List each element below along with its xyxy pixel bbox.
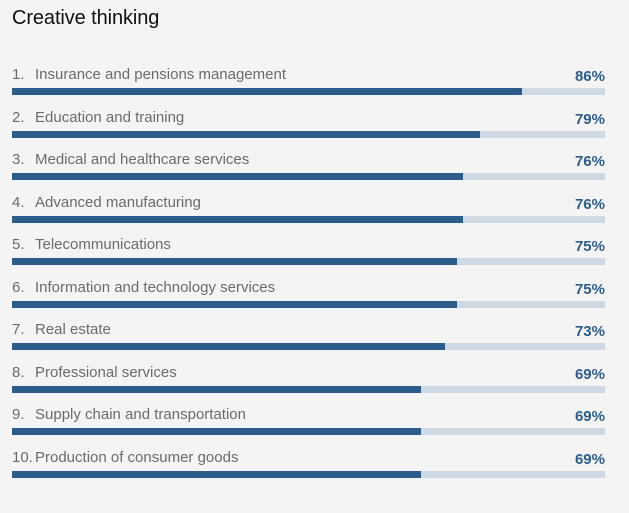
- bar-row: 1. Insurance and pensions management 86%: [12, 64, 605, 107]
- category-name: Professional services: [35, 363, 177, 381]
- rank-number: 9.: [12, 406, 25, 423]
- bar-track: [12, 428, 605, 435]
- category-name: Production of consumer goods: [35, 448, 239, 466]
- bar-track: [12, 470, 605, 478]
- rank-number: 10.: [12, 448, 33, 466]
- value-label: 79%: [574, 110, 605, 128]
- category-label: 7. Real estate: [12, 321, 111, 338]
- rank-number: 2.: [12, 108, 25, 126]
- bar-row: 6. Information and technology services 75%: [12, 277, 605, 320]
- bar-fill: [12, 428, 422, 435]
- value-label: 75%: [574, 280, 605, 298]
- bar-fill: [12, 258, 457, 265]
- rank-number: 6.: [12, 278, 25, 296]
- category-label: 8. Professional services: [12, 364, 177, 381]
- category-name: Information and technology services: [35, 278, 276, 296]
- category-label: 2. Education and training: [12, 109, 184, 126]
- category-name: Advanced manufacturing: [35, 193, 201, 211]
- value-label: 73%: [574, 323, 605, 340]
- bar-row: 5. Telecommunications 75%: [12, 234, 605, 277]
- bar-track: [12, 385, 605, 393]
- bar-row: 4. Advanced manufacturing 76%: [12, 192, 605, 235]
- bar-row: 9. Supply chain and transportation 69%: [12, 404, 605, 447]
- bar-track: [12, 130, 605, 138]
- rank-number: 8.: [12, 363, 25, 381]
- bar-track: [12, 173, 605, 180]
- category-name: Telecommunications: [35, 236, 171, 253]
- bar-fill: [12, 173, 463, 180]
- value-label: 69%: [574, 450, 605, 468]
- rank-number: 1.: [12, 66, 25, 83]
- category-label: 6. Information and technology services: [12, 279, 275, 296]
- category-label: 1. Insurance and pensions management: [12, 66, 286, 83]
- category-name: Real estate: [35, 321, 111, 338]
- value-label: 86%: [574, 68, 605, 85]
- bar-track: [12, 258, 605, 265]
- bar-row: 3. Medical and healthcare services 76%: [12, 149, 605, 192]
- bar-fill: [12, 343, 445, 350]
- bar-fill: [12, 130, 481, 138]
- category-label: 9. Supply chain and transportation: [12, 406, 246, 423]
- bar-fill: [12, 88, 522, 95]
- category-label: 3. Medical and healthcare services: [12, 151, 249, 168]
- bar-fill: [12, 300, 457, 308]
- value-label: 76%: [574, 195, 605, 213]
- bar-track: [12, 300, 605, 308]
- category-label: 5. Telecommunications: [12, 236, 171, 253]
- bar-track: [12, 215, 605, 223]
- rank-number: 3.: [12, 151, 25, 168]
- bar-row: 10. Production of consumer goods 69%: [12, 447, 605, 490]
- category-name: Medical and healthcare services: [35, 151, 250, 168]
- rank-number: 5.: [12, 236, 25, 253]
- bar-list: 1. Insurance and pensions management 86% 2.…: [12, 64, 605, 489]
- bar-track: [12, 88, 605, 95]
- bar-fill: [12, 215, 463, 223]
- category-name: Supply chain and transportation: [35, 406, 246, 423]
- category-label: 4. Advanced manufacturing: [12, 194, 201, 211]
- value-label: 76%: [574, 153, 605, 170]
- bar-row: 2. Education and training 79%: [12, 107, 605, 150]
- category-label: 10. Production of consumer goods: [12, 449, 238, 466]
- value-label: 69%: [574, 408, 605, 425]
- category-name: Education and training: [35, 108, 185, 126]
- bar-track: [12, 343, 605, 350]
- bar-fill: [12, 385, 422, 393]
- value-label: 75%: [574, 238, 605, 255]
- bar-row: 8. Professional services 69%: [12, 362, 605, 405]
- category-name: Insurance and pensions management: [35, 66, 287, 83]
- chart-title: Creative thinking: [12, 7, 160, 29]
- value-label: 69%: [574, 365, 605, 383]
- bar-fill: [12, 470, 422, 478]
- rank-number: 4.: [12, 193, 25, 211]
- bar-row: 7. Real estate 73%: [12, 319, 605, 362]
- rank-number: 7.: [12, 321, 25, 338]
